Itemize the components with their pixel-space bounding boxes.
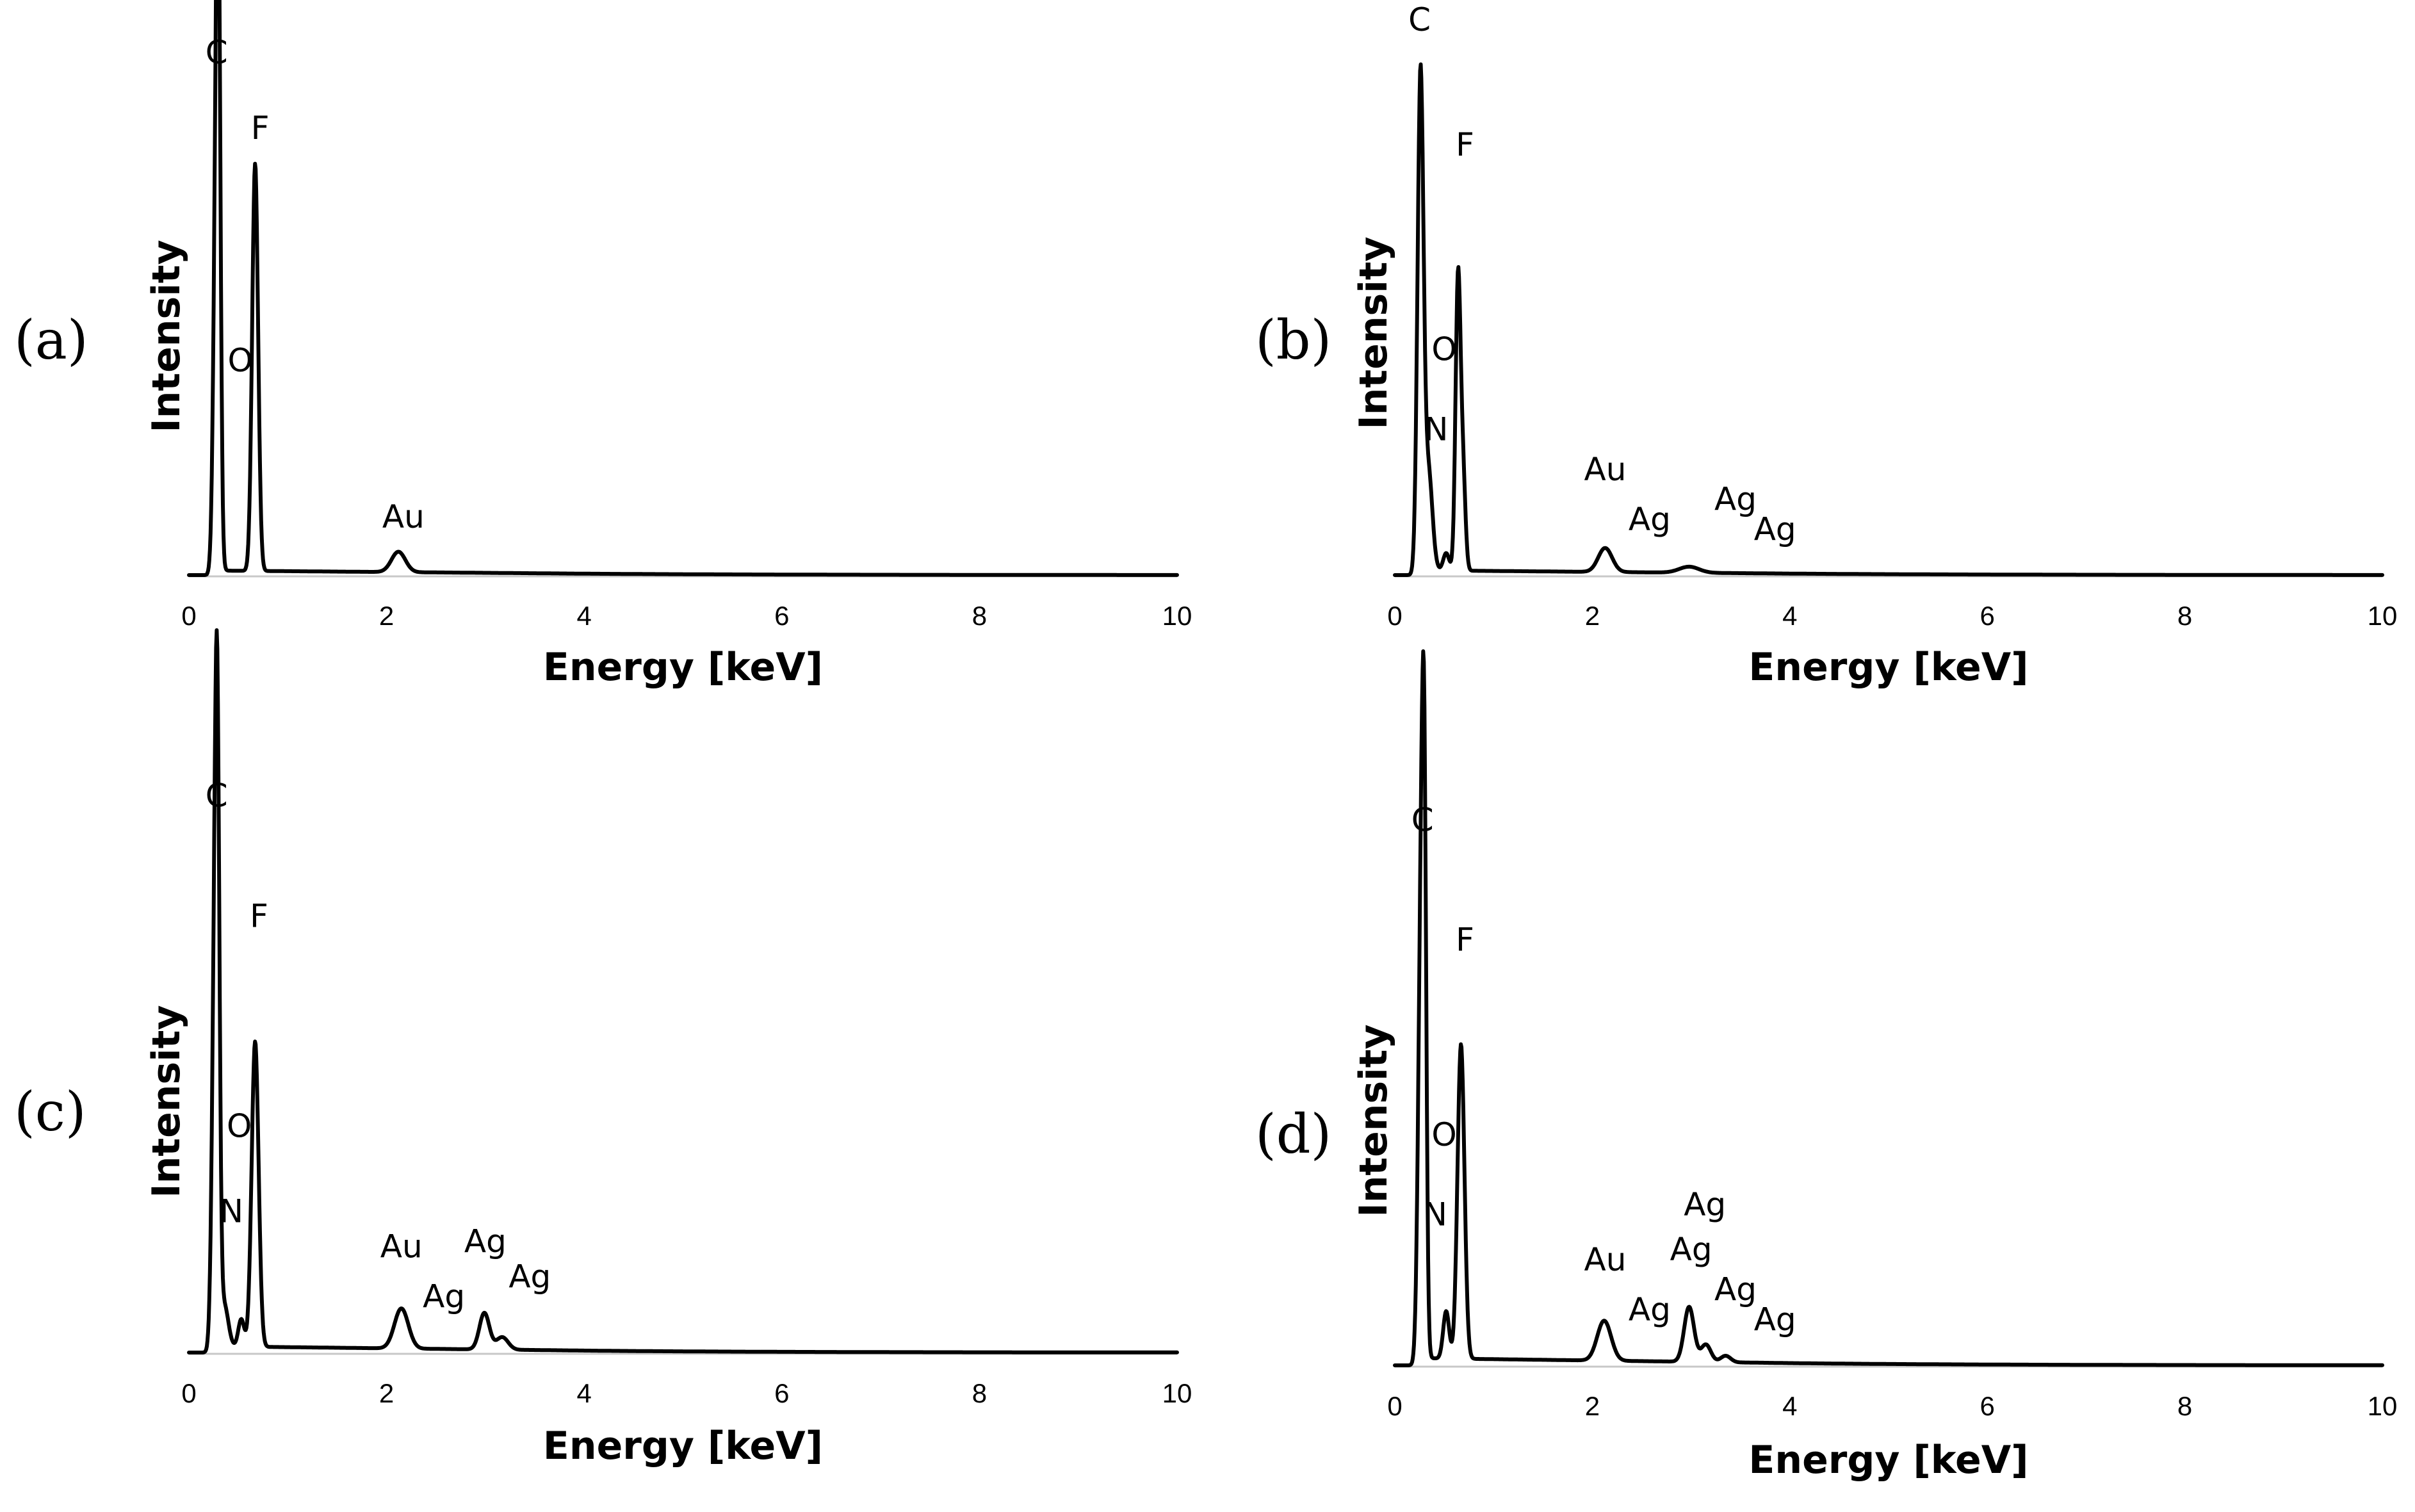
peak-label: Ag [1754,1301,1796,1338]
peak-label: N [220,1193,243,1230]
peak-label: Ag [508,1258,551,1295]
peak-label: Ag [1629,501,1671,538]
y-axis-title: Intensity [144,1005,189,1198]
x-tick-labels: 0 2 4 6 8 10 [1387,1391,2397,1421]
x-tick-label: 8 [2177,1391,2192,1421]
panel-a: (a) Intensity 0 2 4 6 8 10 C F O Au Energy [keV] [14,0,1192,690]
panel-label: (c) [14,1080,86,1143]
x-axis-title: Energy [keV] [543,645,823,690]
x-tick-label: 2 [379,1378,394,1408]
peak-label: F [251,110,270,147]
peak-label: F [250,897,268,934]
x-tick-labels: 0 2 4 6 8 10 [181,1378,1192,1408]
peak-label: O [1431,331,1456,368]
spectrum-line [1393,649,2384,1367]
x-tick-label: 10 [2368,1391,2398,1421]
panel-label: (b) [1255,309,1331,371]
peak-label: O [228,342,253,379]
peak-label: Au [382,498,425,535]
peak-label: Ag [1714,481,1757,518]
x-tick-label: 6 [1980,1391,1995,1421]
spectrum-line [187,628,1179,1354]
peak-label: C [206,34,228,71]
x-tick-label: 8 [972,601,987,631]
x-tick-label: 2 [1585,601,1600,631]
y-axis-title: Intensity [1351,236,1396,429]
x-tick-label: 4 [577,601,592,631]
peak-label: Ag [1629,1291,1671,1328]
y-axis-title: Intensity [144,240,189,432]
peak-label: O [227,1108,252,1145]
x-tick-label: 4 [1782,601,1797,631]
peak-labels: C F O Au [206,34,425,535]
x-tick-labels: 0 2 4 6 8 10 [1387,601,2397,631]
panel-label: (a) [14,309,88,371]
peak-label: C [206,777,228,815]
x-tick-label: 2 [1585,1391,1600,1421]
x-tick-label: 10 [2368,601,2398,631]
x-tick-label: 4 [1782,1391,1797,1421]
peak-label: Ag [464,1223,507,1260]
panel-label: (d) [1255,1103,1331,1166]
x-tick-label: 10 [1162,1378,1192,1408]
peak-label: Ag [1754,510,1796,548]
x-tick-label: 4 [577,1378,592,1408]
x-axis-title: Energy [keV] [1748,645,2028,690]
peak-label: F [1456,126,1474,163]
peak-label: C [1408,1,1431,38]
x-tick-label: 6 [1980,601,1995,631]
peak-label: N [1424,411,1448,448]
x-tick-label: 6 [774,601,789,631]
spectrum-line [187,0,1179,577]
x-tick-label: 8 [972,1378,987,1408]
peak-label: Ag [1670,1231,1712,1268]
y-axis-title: Intensity [1351,1024,1396,1217]
x-tick-label: 6 [774,1378,789,1408]
peak-label: Ag [1714,1271,1757,1308]
x-tick-labels: 0 2 4 6 8 10 [181,601,1192,631]
peak-label: Ag [423,1278,465,1315]
peak-label: Ag [1684,1186,1726,1223]
x-tick-label: 0 [1387,601,1402,631]
x-tick-label: 2 [379,601,394,631]
x-axis-title: Energy [keV] [543,1424,823,1468]
x-tick-label: 8 [2177,601,2192,631]
x-tick-label: 10 [1162,601,1192,631]
peak-label: C [1411,801,1434,838]
x-tick-label: 0 [181,1378,196,1408]
x-tick-label: 0 [1387,1391,1402,1421]
peak-label: O [1431,1116,1456,1153]
peak-label: Au [380,1228,423,1265]
peak-label: N [1424,1196,1447,1233]
x-axis-title: Energy [keV] [1748,1438,2028,1483]
spectrum-line [1393,62,2384,577]
peak-label: Au [1584,451,1626,488]
x-tick-label: 0 [181,601,196,631]
peak-label: Au [1584,1241,1626,1278]
peak-label: F [1456,922,1474,959]
